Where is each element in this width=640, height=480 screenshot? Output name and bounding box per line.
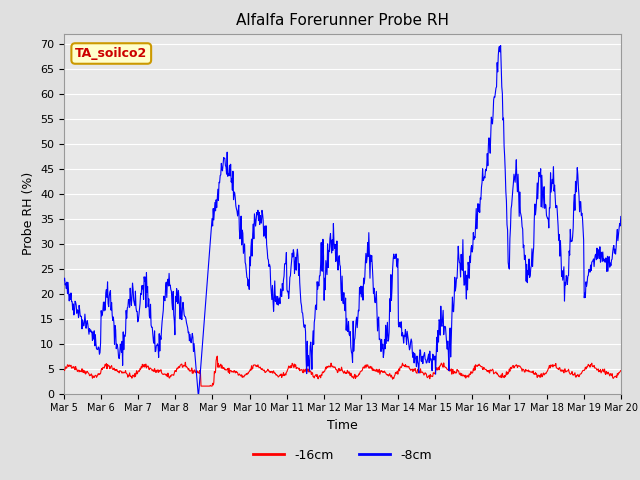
Legend: -16cm, -8cm: -16cm, -8cm: [248, 444, 436, 467]
Y-axis label: Probe RH (%): Probe RH (%): [22, 172, 35, 255]
X-axis label: Time: Time: [327, 419, 358, 432]
Text: TA_soilco2: TA_soilco2: [75, 47, 147, 60]
Title: Alfalfa Forerunner Probe RH: Alfalfa Forerunner Probe RH: [236, 13, 449, 28]
